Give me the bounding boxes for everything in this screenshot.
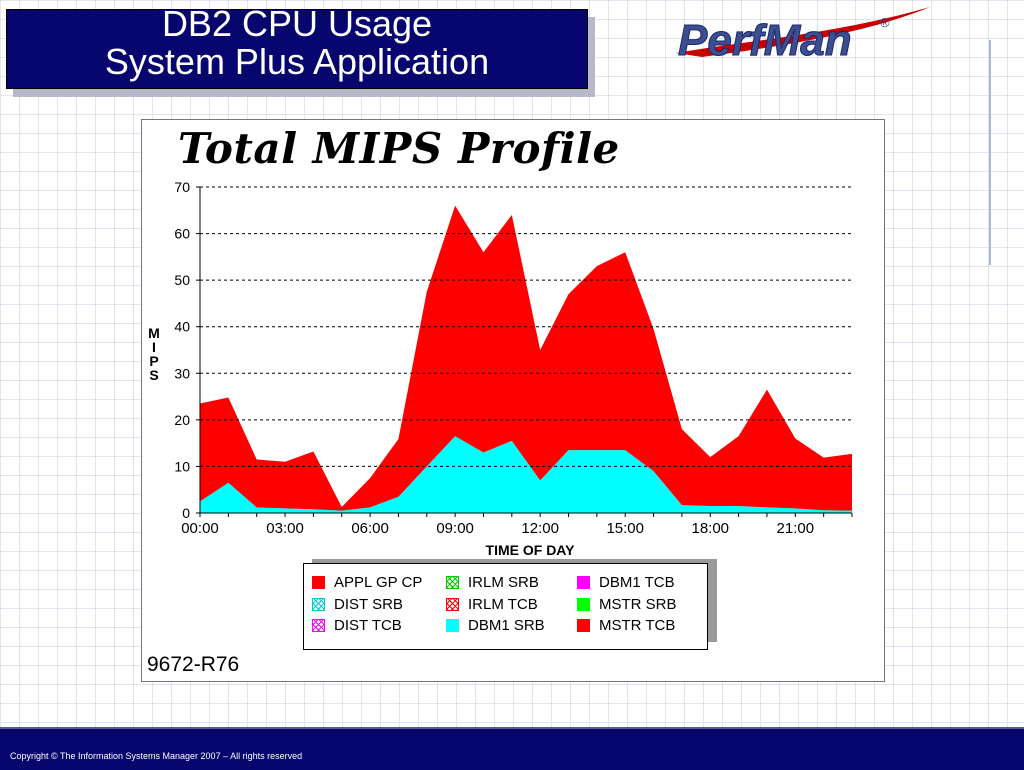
slide-title-line2: System Plus Application bbox=[104, 41, 490, 82]
slide-title-box: DB2 CPU Usage System Plus Application bbox=[6, 3, 588, 89]
footer-bar: Copyright © The Information Systems Mana… bbox=[0, 727, 1024, 770]
copyright-text: Copyright © The Information Systems Mana… bbox=[10, 751, 303, 761]
series-area-mstr-tcb bbox=[200, 205, 852, 511]
legend-label: DIST SRB bbox=[334, 595, 403, 613]
y-tick-label: 50 bbox=[174, 272, 190, 288]
legend-label: DBM1 SRB bbox=[468, 616, 545, 634]
legend-swatch bbox=[577, 575, 590, 589]
y-tick-label: 60 bbox=[174, 226, 190, 242]
legend-swatch bbox=[446, 597, 459, 611]
chart-panel: Total MIPS Profile 0 10 20 30 40 50 60 70 00:00 0… bbox=[141, 119, 885, 682]
perfman-logo: PerfMan ® bbox=[676, 7, 930, 66]
legend-label: MSTR SRB bbox=[599, 595, 677, 613]
x-axis-title: TIME OF DAY bbox=[486, 542, 576, 558]
legend-item: DIST TCB bbox=[312, 615, 402, 635]
x-tick-label: 15:00 bbox=[606, 520, 644, 537]
x-tick-label: 03:00 bbox=[266, 520, 304, 537]
logo-text: PerfMan bbox=[678, 16, 852, 65]
legend-swatch bbox=[312, 575, 325, 589]
x-tick-label: 06:00 bbox=[351, 520, 389, 537]
mips-area-chart: 0 10 20 30 40 50 60 70 00:00 03:00 06:00 09:00 12:00… bbox=[148, 179, 853, 558]
legend-item: MSTR SRB bbox=[577, 594, 677, 614]
y-tick-label: 0 bbox=[182, 505, 190, 521]
legend-item: DBM1 TCB bbox=[577, 572, 675, 592]
x-tick-label: 09:00 bbox=[436, 520, 474, 537]
legend-label: DIST TCB bbox=[334, 616, 402, 634]
x-tick-label: 12:00 bbox=[521, 520, 559, 537]
legend-item: APPL GP CP bbox=[312, 572, 422, 592]
legend-swatch bbox=[577, 618, 590, 632]
chart-legend: APPL GP CP IRLM SRB DBM1 TCB DIST SRB IRLM T… bbox=[303, 563, 708, 650]
legend-label: APPL GP CP bbox=[334, 573, 423, 591]
legend-label: IRLM SRB bbox=[468, 573, 539, 591]
legend-swatch bbox=[312, 618, 325, 632]
legend-swatch bbox=[312, 597, 325, 611]
x-tick-label: 00:00 bbox=[181, 520, 219, 537]
y-tick-label: 40 bbox=[174, 319, 190, 335]
logo-registered-mark: ® bbox=[880, 15, 890, 30]
legend-label: IRLM TCB bbox=[468, 595, 538, 613]
y-tick-label: 30 bbox=[174, 365, 190, 381]
decorative-side-line bbox=[989, 40, 991, 265]
legend-swatch bbox=[446, 618, 459, 632]
legend-item: DIST SRB bbox=[312, 594, 403, 614]
series-area-dist-srb bbox=[200, 436, 852, 513]
machine-model-label: 9672-R76 bbox=[147, 653, 240, 676]
y-tick-label: 10 bbox=[174, 458, 190, 474]
legend-label: DBM1 TCB bbox=[599, 573, 675, 591]
x-tick-label: 18:00 bbox=[691, 520, 729, 537]
logo-swoosh bbox=[676, 7, 930, 57]
slide-title-line1: DB2 CPU Usage bbox=[161, 3, 433, 44]
x-tick-label: 21:00 bbox=[777, 520, 815, 537]
legend-label: MSTR TCB bbox=[599, 616, 676, 634]
legend-item: IRLM TCB bbox=[446, 594, 538, 614]
legend-swatch bbox=[446, 575, 459, 589]
y-tick-label: 70 bbox=[174, 179, 190, 195]
legend-item: MSTR TCB bbox=[577, 615, 675, 635]
legend-item: DBM1 SRB bbox=[446, 615, 545, 635]
legend-swatch bbox=[577, 597, 590, 611]
y-tick-label: 20 bbox=[174, 412, 190, 428]
chart-title: Total MIPS Profile bbox=[178, 124, 620, 173]
legend-item: IRLM SRB bbox=[446, 572, 539, 592]
